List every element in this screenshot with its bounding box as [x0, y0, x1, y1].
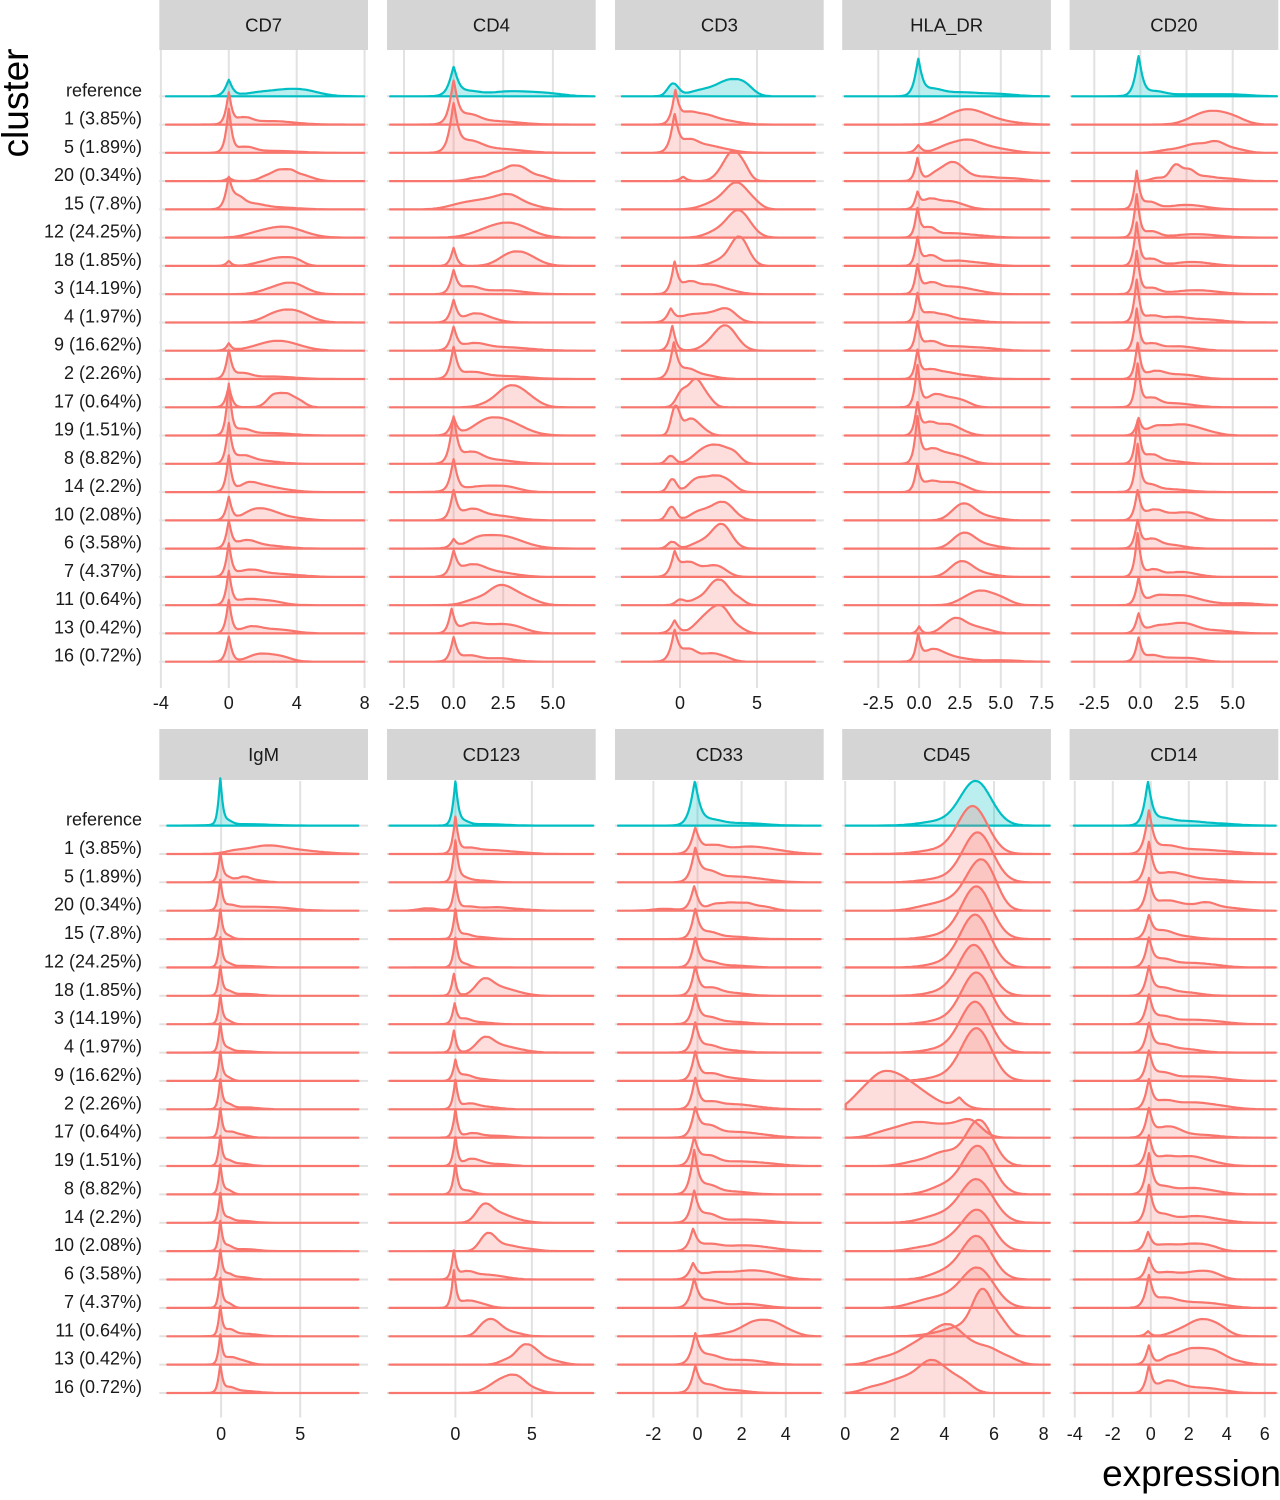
svg-text:14 (2.2%): 14 (2.2%): [64, 476, 142, 496]
svg-text:4: 4: [781, 1424, 791, 1444]
svg-text:-2.5: -2.5: [863, 693, 894, 713]
svg-text:19 (1.51%): 19 (1.51%): [54, 420, 142, 440]
svg-text:7 (4.37%): 7 (4.37%): [64, 561, 142, 581]
svg-text:11 (0.64%): 11 (0.64%): [55, 589, 142, 609]
svg-text:5.0: 5.0: [988, 693, 1013, 713]
svg-text:2: 2: [890, 1424, 900, 1444]
svg-text:0: 0: [840, 1424, 850, 1444]
svg-text:5: 5: [527, 1424, 537, 1444]
svg-text:2 (2.26%): 2 (2.26%): [64, 1093, 142, 1113]
svg-text:11 (0.64%): 11 (0.64%): [55, 1320, 142, 1340]
svg-text:5 (1.89%): 5 (1.89%): [64, 137, 142, 157]
svg-text:7 (4.37%): 7 (4.37%): [64, 1292, 142, 1312]
svg-text:-4: -4: [153, 693, 169, 713]
svg-text:2: 2: [1184, 1424, 1194, 1444]
svg-text:6 (3.58%): 6 (3.58%): [64, 1264, 142, 1284]
svg-text:2.5: 2.5: [491, 693, 516, 713]
svg-text:8 (8.82%): 8 (8.82%): [64, 448, 142, 468]
svg-text:9 (16.62%): 9 (16.62%): [54, 1065, 142, 1085]
svg-text:0: 0: [675, 693, 685, 713]
svg-text:5.0: 5.0: [1220, 693, 1245, 713]
svg-text:6: 6: [1260, 1424, 1270, 1444]
svg-text:0: 0: [450, 1424, 460, 1444]
svg-text:CD3: CD3: [701, 15, 738, 36]
svg-text:19 (1.51%): 19 (1.51%): [54, 1150, 142, 1170]
svg-text:-2: -2: [1105, 1424, 1121, 1444]
svg-text:20 (0.34%): 20 (0.34%): [54, 895, 142, 915]
svg-text:18 (1.85%): 18 (1.85%): [54, 980, 142, 1000]
svg-text:4: 4: [1222, 1424, 1232, 1444]
svg-text:-4: -4: [1067, 1424, 1083, 1444]
svg-text:9 (16.62%): 9 (16.62%): [54, 335, 142, 355]
svg-text:expression: expression: [1102, 1453, 1280, 1494]
svg-text:5: 5: [295, 1424, 305, 1444]
svg-text:CD123: CD123: [463, 744, 521, 765]
svg-text:2 (2.26%): 2 (2.26%): [64, 363, 142, 383]
svg-text:2.5: 2.5: [947, 693, 972, 713]
svg-text:-2: -2: [645, 1424, 661, 1444]
svg-text:6 (3.58%): 6 (3.58%): [64, 533, 142, 553]
svg-text:HLA_DR: HLA_DR: [910, 15, 983, 37]
svg-text:0: 0: [692, 1424, 702, 1444]
svg-text:16 (0.72%): 16 (0.72%): [54, 646, 142, 666]
svg-text:1 (3.85%): 1 (3.85%): [64, 109, 142, 129]
svg-text:0: 0: [224, 693, 234, 713]
svg-text:8: 8: [1039, 1424, 1049, 1444]
svg-text:2: 2: [737, 1424, 747, 1444]
svg-text:17 (0.64%): 17 (0.64%): [54, 1122, 142, 1142]
svg-text:CD33: CD33: [696, 744, 743, 765]
svg-text:12 (24.25%): 12 (24.25%): [44, 222, 142, 242]
svg-text:5.0: 5.0: [540, 693, 565, 713]
svg-text:CD45: CD45: [923, 744, 970, 765]
svg-text:CD14: CD14: [1150, 744, 1197, 765]
svg-text:CD20: CD20: [1150, 15, 1197, 36]
svg-text:4: 4: [292, 693, 302, 713]
svg-text:8 (8.82%): 8 (8.82%): [64, 1178, 142, 1198]
svg-text:4 (1.97%): 4 (1.97%): [64, 1037, 142, 1057]
svg-text:13 (0.42%): 13 (0.42%): [54, 1349, 142, 1369]
svg-text:20 (0.34%): 20 (0.34%): [54, 165, 142, 185]
svg-text:cluster: cluster: [0, 49, 36, 158]
svg-text:15 (7.8%): 15 (7.8%): [64, 193, 142, 213]
svg-text:10 (2.08%): 10 (2.08%): [54, 1235, 142, 1255]
svg-text:1 (3.85%): 1 (3.85%): [64, 838, 142, 858]
svg-text:3 (14.19%): 3 (14.19%): [54, 1008, 142, 1028]
svg-text:10 (2.08%): 10 (2.08%): [54, 504, 142, 524]
svg-text:0: 0: [1146, 1424, 1156, 1444]
svg-text:6: 6: [989, 1424, 999, 1444]
svg-text:17 (0.64%): 17 (0.64%): [54, 391, 142, 411]
svg-text:14 (2.2%): 14 (2.2%): [64, 1207, 142, 1227]
svg-text:4 (1.97%): 4 (1.97%): [64, 307, 142, 327]
svg-text:8: 8: [360, 693, 370, 713]
svg-text:IgM: IgM: [248, 744, 279, 765]
svg-text:reference: reference: [66, 80, 142, 100]
svg-text:4: 4: [939, 1424, 949, 1444]
svg-text:CD4: CD4: [473, 15, 510, 36]
svg-text:0.0: 0.0: [441, 693, 466, 713]
svg-text:7.5: 7.5: [1029, 693, 1054, 713]
svg-text:3 (14.19%): 3 (14.19%): [54, 278, 142, 298]
svg-text:2.5: 2.5: [1174, 693, 1199, 713]
svg-text:CD7: CD7: [245, 15, 282, 36]
svg-text:15 (7.8%): 15 (7.8%): [64, 923, 142, 943]
svg-text:0.0: 0.0: [907, 693, 932, 713]
svg-text:12 (24.25%): 12 (24.25%): [44, 952, 142, 972]
svg-text:16 (0.72%): 16 (0.72%): [54, 1377, 142, 1397]
svg-text:13 (0.42%): 13 (0.42%): [54, 617, 142, 637]
svg-text:reference: reference: [66, 810, 142, 830]
svg-text:0: 0: [216, 1424, 226, 1444]
svg-text:0.0: 0.0: [1128, 693, 1153, 713]
svg-text:18 (1.85%): 18 (1.85%): [54, 250, 142, 270]
svg-text:5: 5: [752, 693, 762, 713]
svg-text:-2.5: -2.5: [388, 693, 419, 713]
svg-text:-2.5: -2.5: [1079, 693, 1110, 713]
svg-text:5 (1.89%): 5 (1.89%): [64, 866, 142, 886]
